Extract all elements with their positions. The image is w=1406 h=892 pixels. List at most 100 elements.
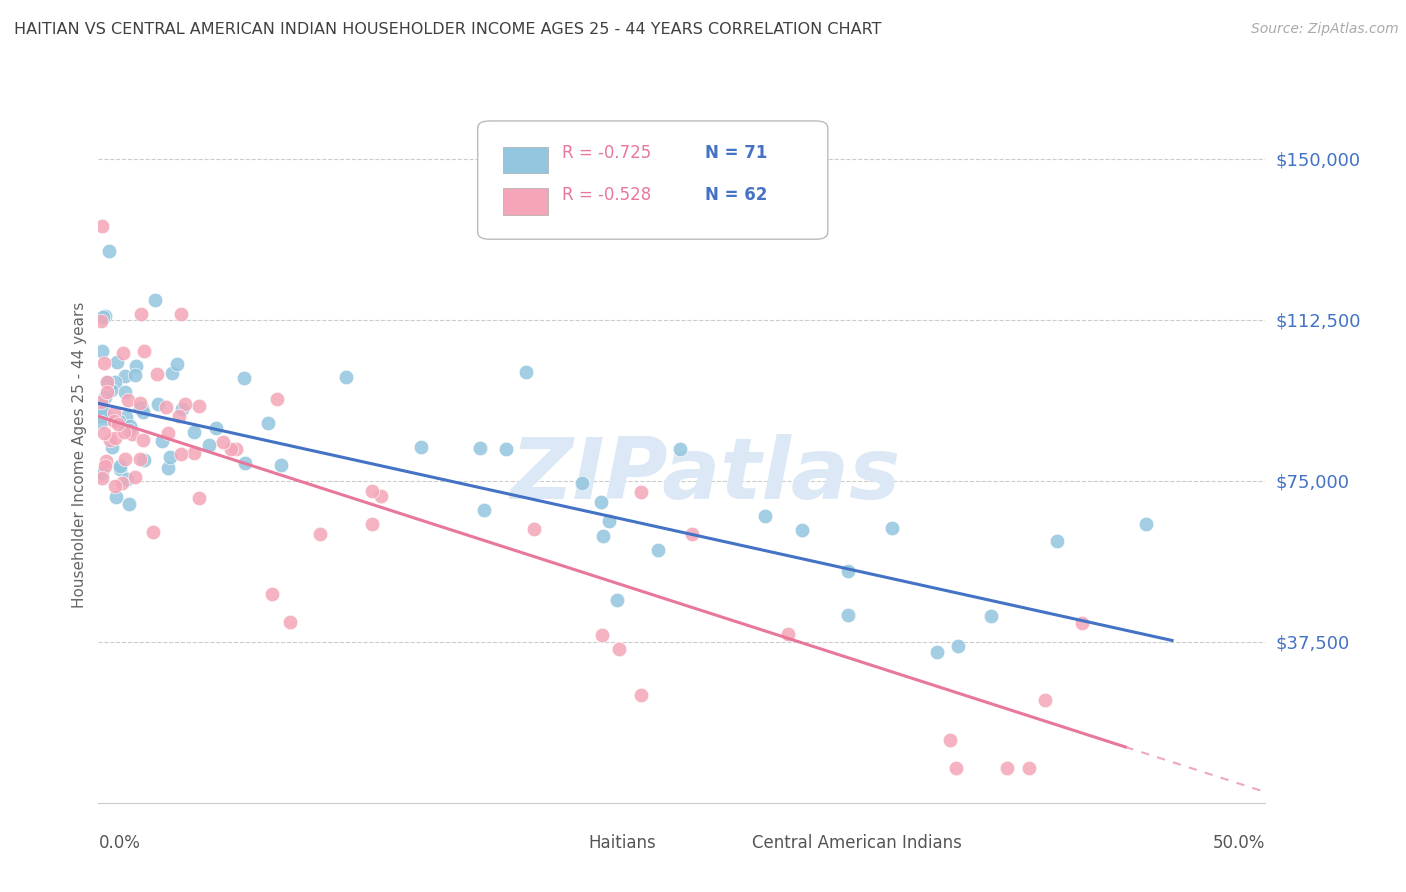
Point <box>170 307 193 321</box>
Text: 50.0%: 50.0% <box>1213 834 1265 852</box>
Point <box>90 409 112 424</box>
Point <box>131 401 153 415</box>
Point <box>571 476 593 491</box>
Point <box>174 396 197 410</box>
Point <box>159 450 181 464</box>
Text: Source: ZipAtlas.com: Source: ZipAtlas.com <box>1251 22 1399 37</box>
Point <box>91 471 114 485</box>
Point <box>96 376 118 390</box>
Point <box>592 529 614 543</box>
Point <box>120 418 142 433</box>
Point <box>124 470 146 484</box>
Point <box>96 385 118 400</box>
Point <box>188 400 211 414</box>
Point <box>129 451 152 466</box>
Point <box>1033 693 1056 707</box>
Point <box>143 293 166 307</box>
Point <box>104 479 127 493</box>
Point <box>515 365 537 379</box>
Text: HAITIAN VS CENTRAL AMERICAN INDIAN HOUSEHOLDER INCOME AGES 25 - 44 YEARS CORRELA: HAITIAN VS CENTRAL AMERICAN INDIAN HOUSE… <box>14 22 882 37</box>
Point <box>90 399 112 413</box>
Point <box>183 446 205 460</box>
Point <box>630 688 652 702</box>
Point <box>98 411 121 425</box>
Point <box>837 607 859 622</box>
Point <box>235 456 257 470</box>
Point <box>211 435 233 450</box>
FancyBboxPatch shape <box>706 830 741 855</box>
Text: ZIPatlas: ZIPatlas <box>510 434 900 517</box>
Point <box>134 344 156 359</box>
Point <box>925 645 948 659</box>
Point <box>160 366 183 380</box>
Point <box>94 310 117 324</box>
Text: N = 71: N = 71 <box>706 144 768 162</box>
Text: 0.0%: 0.0% <box>98 834 141 852</box>
Point <box>1071 616 1094 631</box>
Point <box>681 526 703 541</box>
Point <box>132 405 155 419</box>
Point <box>111 476 134 491</box>
Point <box>112 345 135 359</box>
Point <box>107 417 129 431</box>
Point <box>90 343 112 358</box>
Point <box>98 433 121 447</box>
Point <box>221 442 243 456</box>
Point <box>90 415 112 429</box>
Text: R = -0.725: R = -0.725 <box>562 144 651 162</box>
Point <box>523 522 546 536</box>
Point <box>606 593 628 607</box>
Point <box>270 458 292 472</box>
Point <box>335 369 357 384</box>
Point <box>260 587 283 601</box>
Point <box>105 355 128 369</box>
Point <box>93 426 115 441</box>
Point <box>278 615 301 629</box>
Point <box>98 244 121 259</box>
Point <box>945 761 967 775</box>
Text: Central American Indians: Central American Indians <box>752 834 962 852</box>
FancyBboxPatch shape <box>541 830 576 855</box>
FancyBboxPatch shape <box>503 146 548 173</box>
Point <box>118 497 141 511</box>
Point <box>101 440 124 454</box>
Point <box>103 414 125 428</box>
Point <box>141 524 163 539</box>
FancyBboxPatch shape <box>478 121 828 239</box>
Point <box>129 307 152 321</box>
Point <box>1135 517 1157 532</box>
Point <box>132 453 155 467</box>
Point <box>114 409 136 424</box>
Point <box>188 491 211 505</box>
Point <box>495 442 517 456</box>
Point <box>647 543 669 558</box>
Point <box>995 761 1018 775</box>
Point <box>370 489 392 503</box>
Point <box>117 393 139 408</box>
Point <box>256 416 278 430</box>
Point <box>105 490 128 504</box>
Point <box>93 356 115 370</box>
Point <box>668 442 690 457</box>
Point <box>108 459 131 474</box>
Point <box>90 395 112 409</box>
Point <box>155 401 177 415</box>
Point <box>166 357 188 371</box>
Point <box>167 409 190 423</box>
Point <box>103 406 125 420</box>
Point <box>598 514 620 528</box>
Point <box>104 431 127 445</box>
Point <box>100 384 122 398</box>
Point <box>170 401 193 416</box>
Point <box>108 462 131 476</box>
Point <box>129 401 152 415</box>
Point <box>170 446 193 460</box>
Point <box>472 502 495 516</box>
Point <box>948 640 970 654</box>
Text: N = 62: N = 62 <box>706 186 768 203</box>
Point <box>360 517 382 532</box>
Point <box>411 440 433 454</box>
Point <box>114 451 136 466</box>
Y-axis label: Householder Income Ages 25 - 44 years: Householder Income Ages 25 - 44 years <box>72 301 87 608</box>
Point <box>104 375 127 389</box>
